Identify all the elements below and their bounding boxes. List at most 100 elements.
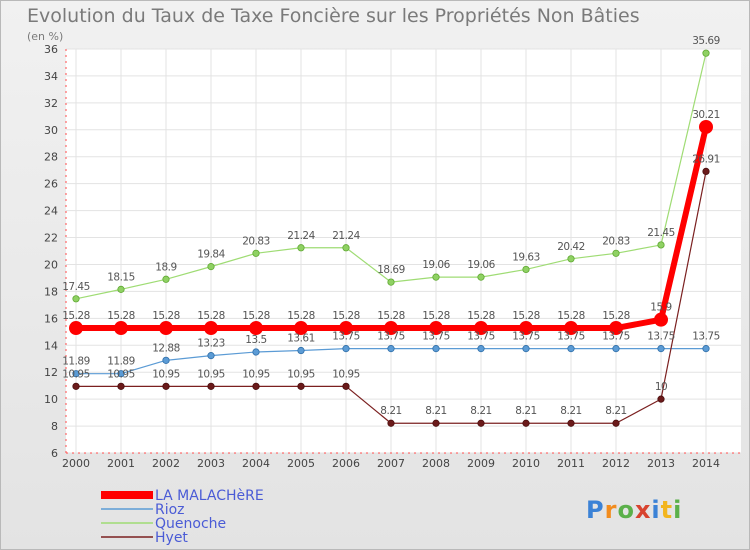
data-label-rioz: 13.75	[647, 331, 675, 343]
data-point-la-malachere	[429, 321, 443, 336]
x-tick-label: 2013	[647, 457, 675, 470]
data-label-la-malachere: 15.28	[602, 310, 630, 322]
data-point-hyet	[342, 382, 350, 390]
data-point-quenoche	[567, 255, 575, 263]
data-label-rioz: 11.89	[62, 356, 90, 368]
data-point-rioz	[252, 348, 260, 356]
data-point-la-malachere	[609, 321, 623, 336]
data-label-quenoche: 21.24	[287, 230, 315, 242]
data-point-hyet	[432, 419, 440, 427]
data-point-quenoche	[72, 295, 80, 303]
x-tick-label: 2004	[242, 457, 270, 470]
data-point-hyet	[162, 382, 170, 390]
data-point-hyet	[117, 382, 125, 390]
x-tick-label: 2012	[602, 457, 630, 470]
data-point-quenoche	[702, 49, 710, 57]
data-label-quenoche: 35.69	[692, 35, 720, 47]
data-point-la-malachere	[159, 321, 173, 336]
data-label-la-malachere: 15.28	[467, 310, 495, 322]
data-point-hyet	[207, 382, 215, 390]
data-point-rioz	[72, 370, 80, 378]
data-point-hyet	[252, 382, 260, 390]
data-label-rioz: 13.75	[512, 331, 540, 343]
data-label-quenoche: 19.84	[197, 249, 225, 261]
data-point-hyet	[612, 419, 620, 427]
data-point-rioz	[162, 356, 170, 364]
data-point-rioz	[207, 352, 215, 360]
x-tick-label: 2001	[107, 457, 135, 470]
legend-label-la-malachere: LA MALACHèRE	[155, 488, 264, 504]
data-label-hyet: 8.21	[605, 405, 626, 417]
data-label-la-malachere: 30.21	[692, 109, 720, 121]
data-point-quenoche	[612, 249, 620, 257]
data-label-hyet: 26.91	[692, 153, 720, 165]
data-point-la-malachere	[564, 321, 578, 336]
legend-label-quenoche: Quenoche	[155, 516, 226, 532]
data-point-rioz	[117, 370, 125, 378]
plot-area	[66, 49, 741, 453]
data-point-la-malachere	[654, 312, 668, 327]
data-label-hyet: 8.21	[560, 405, 581, 417]
x-tick-label: 2002	[152, 457, 180, 470]
data-label-la-malachere: 15.28	[512, 310, 540, 322]
data-point-quenoche	[657, 241, 665, 249]
data-point-la-malachere	[699, 119, 713, 134]
data-label-la-malachere: 15.28	[422, 310, 450, 322]
data-label-hyet: 10.95	[107, 368, 135, 380]
y-tick-label: 32	[44, 97, 58, 110]
data-point-quenoche	[477, 273, 485, 281]
data-label-rioz: 13.75	[557, 331, 585, 343]
data-label-hyet: 10	[655, 381, 667, 393]
data-point-rioz	[387, 345, 395, 353]
data-point-quenoche	[342, 244, 350, 252]
data-point-quenoche	[252, 249, 260, 257]
y-tick-label: 16	[44, 312, 58, 325]
data-label-rioz: 11.89	[107, 356, 135, 368]
data-label-hyet: 10.95	[152, 368, 180, 380]
data-point-rioz	[342, 345, 350, 353]
data-label-quenoche: 21.45	[647, 227, 675, 239]
data-point-la-malachere	[204, 321, 218, 336]
brand-logo: Proxiti	[586, 496, 682, 524]
data-point-la-malachere	[384, 321, 398, 336]
data-label-quenoche: 20.42	[557, 241, 585, 253]
data-point-la-malachere	[474, 321, 488, 336]
data-point-la-malachere	[339, 321, 353, 336]
data-label-hyet: 8.21	[380, 405, 401, 417]
data-point-quenoche	[387, 278, 395, 286]
data-label-hyet: 10.95	[332, 368, 360, 380]
data-label-hyet: 10.95	[197, 368, 225, 380]
data-point-hyet	[567, 419, 575, 427]
x-tick-label: 2010	[512, 457, 540, 470]
data-label-la-malachere: 15.28	[377, 310, 405, 322]
data-label-la-malachere: 15.28	[107, 310, 135, 322]
data-label-quenoche: 18.69	[377, 264, 405, 276]
data-point-la-malachere	[114, 321, 128, 336]
data-label-quenoche: 19.06	[467, 259, 495, 271]
x-tick-label: 2009	[467, 457, 495, 470]
data-point-quenoche	[522, 265, 530, 274]
data-label-quenoche: 20.83	[242, 235, 270, 247]
data-label-rioz: 13.61	[287, 333, 315, 345]
data-label-rioz: 13.75	[377, 331, 405, 343]
y-tick-label: 12	[44, 366, 58, 379]
data-label-la-malachere: 15.9	[650, 302, 671, 314]
y-tick-label: 36	[44, 43, 58, 56]
y-tick-label: 26	[44, 178, 58, 191]
y-tick-label: 14	[44, 339, 58, 352]
y-tick-label: 22	[44, 232, 58, 245]
data-point-quenoche	[432, 273, 440, 281]
data-point-quenoche	[162, 275, 170, 283]
data-point-rioz	[297, 346, 305, 355]
x-tick-label: 2005	[287, 457, 315, 470]
data-point-rioz	[522, 345, 530, 353]
data-label-rioz: 12.88	[152, 342, 180, 354]
data-label-hyet: 8.21	[470, 405, 491, 417]
data-label-rioz: 13.75	[467, 331, 495, 343]
data-point-hyet	[522, 419, 530, 427]
y-tick-label: 18	[44, 285, 58, 298]
data-label-quenoche: 19.06	[422, 259, 450, 271]
data-point-rioz	[612, 345, 620, 353]
y-tick-label: 30	[44, 124, 58, 137]
data-point-rioz	[432, 345, 440, 353]
